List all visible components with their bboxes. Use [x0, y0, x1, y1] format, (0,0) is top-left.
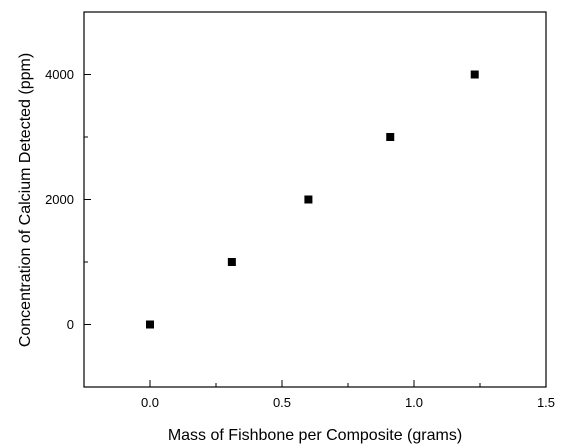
x-tick-label: 1.0 [405, 395, 423, 410]
x-tick-label: 0.5 [273, 395, 291, 410]
data-point [146, 320, 154, 329]
x-axis: 0.0 0.5 1.0 1.5 [83, 380, 555, 410]
data-points [146, 70, 479, 329]
y-tick-label: 4000 [45, 67, 74, 82]
x-tick-label: 1.5 [537, 395, 555, 410]
y-axis-title: Concentration of Calcium Detected (ppm) [17, 53, 34, 347]
y-axis: 0 2000 4000 [45, 11, 91, 388]
data-point [227, 258, 236, 266]
x-tick-label: 0.0 [141, 395, 159, 410]
plot-frame [83, 11, 547, 388]
data-point [304, 195, 313, 204]
data-point [386, 133, 395, 141]
y-tick-label: 2000 [45, 192, 74, 207]
x-axis-title: Mass of Fishbone per Composite (grams) [168, 427, 462, 444]
y-tick-label: 0 [67, 317, 74, 332]
data-point [470, 70, 479, 79]
